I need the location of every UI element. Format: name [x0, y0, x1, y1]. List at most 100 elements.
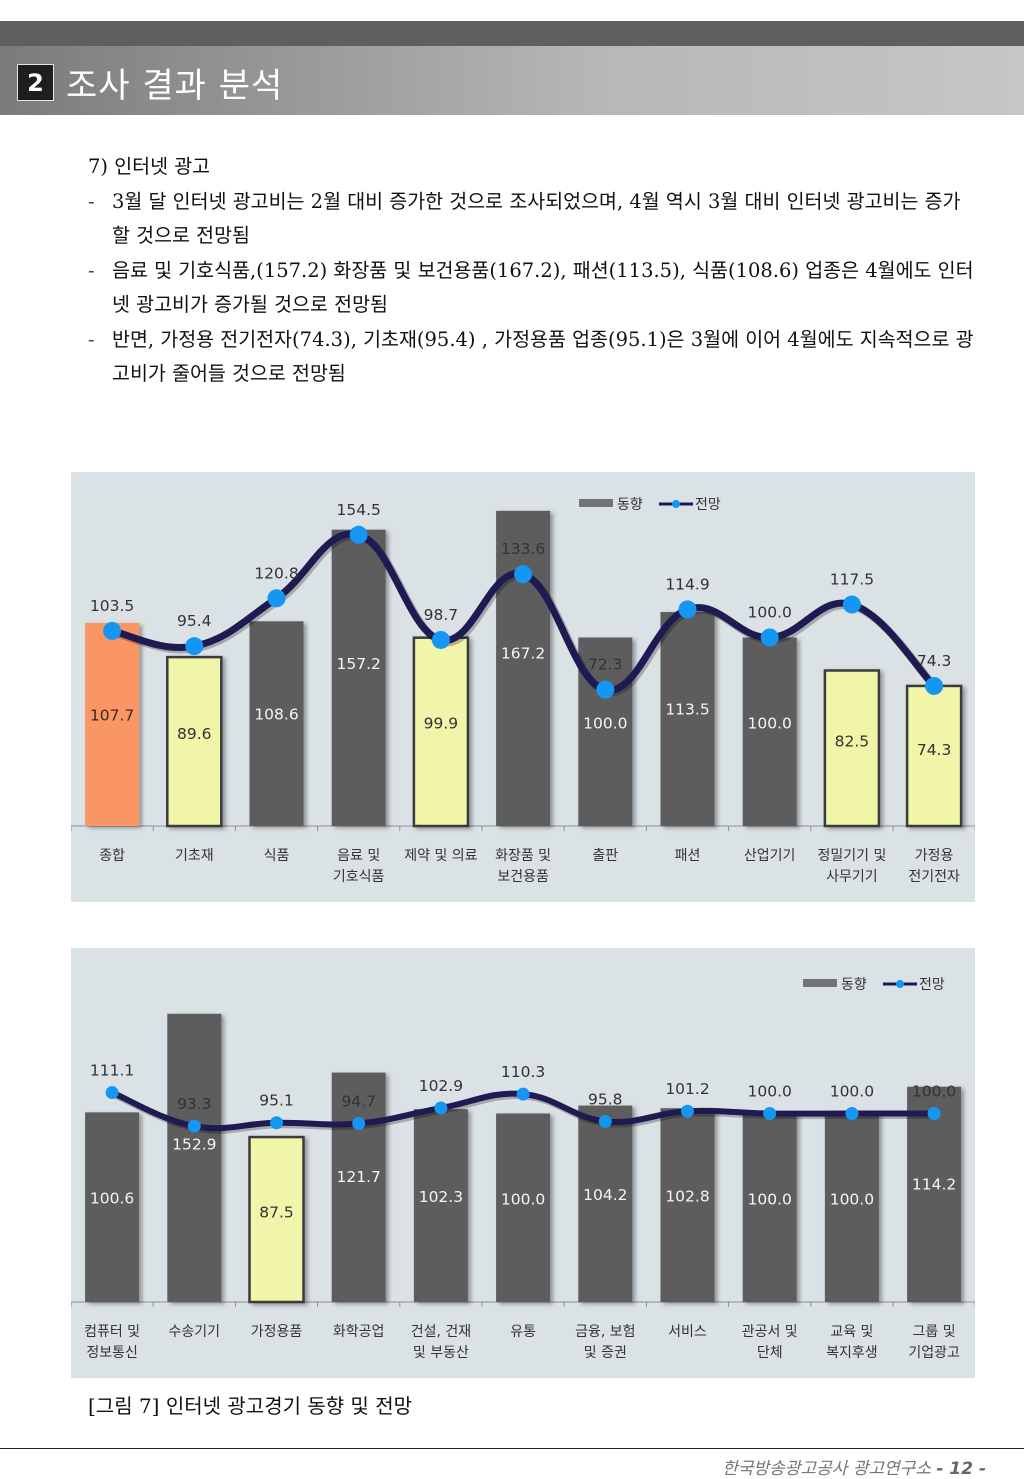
forecast-marker [105, 1086, 119, 1100]
bar-trend [331, 1072, 386, 1302]
bullet-dash: - [88, 189, 95, 213]
bar-trend [823, 669, 881, 828]
forecast-marker [681, 1104, 694, 1118]
page-number: - 12 - [936, 1459, 986, 1479]
bar-trend [742, 1113, 797, 1302]
bar-value-label: 87.5 [259, 1203, 294, 1221]
forecast-marker [678, 600, 697, 619]
category-label: 기초재 [175, 848, 214, 864]
category-label: 수송기기 [169, 1324, 221, 1340]
category-label: 사무기기 [826, 869, 878, 885]
forecast-value-label: 110.3 [501, 1063, 545, 1081]
bar-trend [907, 1086, 962, 1302]
forecast-value-label: 95.4 [177, 612, 212, 630]
bar-value-label: 99.9 [424, 714, 459, 732]
bar-trend [249, 621, 304, 826]
footer-organization: 한국방송광고공사 광고연구소 [722, 1459, 931, 1479]
bar-value-label: 100.0 [830, 1190, 874, 1208]
section-number-badge: 2 [17, 64, 54, 101]
forecast-value-label: 102.9 [419, 1077, 463, 1095]
bar-trend [331, 529, 386, 826]
forecast-value-label: 101.2 [665, 1080, 709, 1098]
bullet-text: 3월 달 인터넷 광고비는 2월 대비 증가한 것으로 조사되었으며, 4월 역… [112, 189, 961, 248]
forecast-marker [763, 1107, 777, 1120]
forecast-value-label: 100.0 [912, 1083, 956, 1101]
bar-value-label: 102.3 [419, 1188, 463, 1206]
bar-trend [413, 1109, 468, 1302]
legend-marker-forecast [896, 980, 904, 988]
forecast-value-label: 98.7 [424, 606, 459, 624]
category-label: 기호식품 [333, 869, 385, 885]
bar-value-label: 100.0 [748, 714, 792, 732]
bar-value-label: 100.0 [583, 714, 627, 732]
forecast-value-label: 100.0 [748, 604, 792, 622]
section-title: 조사 결과 분석 [66, 66, 284, 106]
forecast-marker [925, 676, 944, 695]
bar-trend [167, 1013, 222, 1302]
legend-swatch-trend [579, 499, 613, 507]
bullet-dash: - [88, 327, 95, 351]
forecast-marker [352, 1116, 366, 1130]
bar-trend [85, 622, 140, 826]
top-band [0, 21, 1024, 46]
category-label: 그룹 및 [913, 1324, 956, 1340]
category-label: 단체 [757, 1345, 783, 1361]
footer: 한국방송광고공사 광고연구소 - 12 - [722, 1454, 986, 1479]
forecast-marker [516, 1087, 530, 1101]
legend: 동향 전망 [579, 497, 721, 513]
category-label: 화학공업 [333, 1324, 385, 1340]
forecast-marker [845, 1107, 859, 1120]
bar-trend [660, 1108, 715, 1302]
section-header [0, 46, 1024, 115]
category-label: 정밀기기 및 [817, 848, 886, 864]
legend-label-forecast: 전망 [695, 497, 721, 513]
forecast-value-label: 111.1 [90, 1062, 134, 1080]
figure-caption: [그림 7] 인터넷 광고경기 동향 및 전망 [88, 1394, 413, 1418]
forecast-value-label: 117.5 [830, 571, 874, 589]
forecast-value-label: 103.5 [90, 597, 134, 615]
legend-swatch-trend [803, 979, 837, 987]
legend: 동향 전망 [803, 977, 945, 993]
category-label: 금융, 보험 [575, 1324, 635, 1340]
bar-value-label: 89.6 [177, 725, 212, 743]
forecast-marker [185, 637, 204, 656]
bar-value-label: 82.5 [835, 732, 870, 750]
category-label: 출판 [592, 848, 618, 864]
bar-value-label: 100.6 [90, 1190, 134, 1208]
forecast-marker [514, 565, 533, 584]
category-label: 산업기기 [744, 848, 796, 864]
category-label: 식품 [264, 848, 290, 864]
category-label: 관공서 및 [742, 1324, 798, 1340]
forecast-value-label: 100.0 [748, 1083, 792, 1101]
bar-value-label: 104.2 [583, 1186, 627, 1204]
bar-trend [85, 1112, 140, 1302]
bar-value-label: 167.2 [501, 645, 545, 663]
legend-marker-forecast [672, 500, 680, 508]
category-label: 종합 [99, 848, 125, 864]
category-label: 보건용품 [497, 869, 549, 885]
bar-trend [660, 612, 715, 826]
category-label: 및 부동산 [413, 1345, 469, 1361]
bar-trend [824, 1113, 879, 1302]
forecast-value-label: 133.6 [501, 540, 545, 558]
forecast-marker [434, 1101, 448, 1115]
category-label: 화장품 및 [495, 848, 551, 864]
forecast-value-label: 100.0 [830, 1083, 874, 1101]
forecast-value-label: 74.3 [917, 652, 952, 670]
bullet-dash: - [88, 258, 95, 282]
bar-value-label: 121.7 [337, 1168, 381, 1186]
bar-trend [496, 510, 551, 826]
legend-label-trend: 동향 [841, 977, 867, 993]
forecast-marker [267, 589, 286, 608]
chart-svg: 동향 전망 107.7 89.6 108.6 157.2 99.9 167.2 100.0 113… [71, 497, 975, 885]
bullet-text: 음료 및 기호식품,(157.2) 화장품 및 보건용품(167.2), 패션(… [112, 258, 974, 317]
bar-value-label: 102.8 [665, 1187, 709, 1205]
bar-trend [578, 637, 633, 826]
bar-value-label: 114.2 [912, 1176, 956, 1194]
bullet-item: - 음료 및 기호식품,(157.2) 화장품 및 보건용품(167.2), 패… [88, 254, 978, 323]
legend-label-forecast: 전망 [919, 977, 945, 993]
category-label: 교육 및 [830, 1324, 873, 1340]
category-label: 서비스 [668, 1324, 707, 1340]
bar-trend [496, 1113, 551, 1302]
forecast-value-label: 72.3 [588, 656, 623, 674]
